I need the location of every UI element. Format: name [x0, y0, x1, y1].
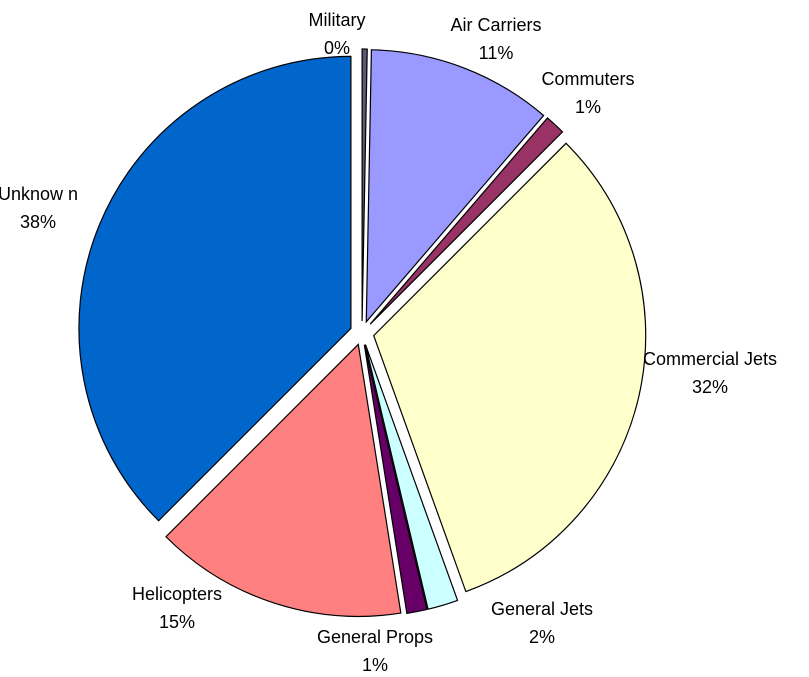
pie-slice-commuters — [369, 117, 564, 325]
slice-percent-label: 1% — [575, 97, 601, 117]
slice-category-label: General Props — [317, 627, 433, 647]
slice-label-air-carriers: Air Carriers 11% — [450, 15, 541, 63]
pie-slice-unknow-n — [78, 55, 352, 522]
pie-slice-military — [361, 48, 368, 322]
pie-slice-helicopters — [165, 343, 402, 618]
slice-percent-label: 15% — [159, 612, 195, 632]
slice-percent-label: 0% — [324, 38, 350, 58]
slice-label-unknow-n: Unknow n 38% — [0, 184, 78, 232]
slice-percent-label: 32% — [692, 377, 728, 397]
pie-slice-air-carriers — [365, 49, 545, 324]
pie-slice-general-props — [363, 344, 428, 615]
slice-category-label: Military — [309, 10, 366, 30]
slice-percent-label: 38% — [20, 212, 56, 232]
pie-slice-general-jets — [364, 344, 459, 610]
slice-category-label: Unknow n — [0, 184, 78, 204]
pie-labels: Military 0%Air Carriers 11%Commuters 1%Comm… — [0, 10, 777, 675]
slice-category-label: Commercial Jets — [643, 349, 777, 369]
slice-category-label: Commuters — [541, 69, 634, 89]
slice-label-commercial-jets: Commercial Jets 32% — [643, 349, 777, 397]
slice-percent-label: 1% — [362, 655, 388, 675]
slice-percent-label: 2% — [529, 627, 555, 647]
slice-category-label: Air Carriers — [450, 15, 541, 35]
pie-slices — [78, 48, 647, 618]
slice-category-label: General Jets — [491, 599, 593, 619]
slice-label-helicopters: Helicopters 15% — [132, 584, 222, 632]
slice-label-commuters: Commuters 1% — [541, 69, 634, 117]
slice-label-military: Military 0% — [309, 10, 366, 58]
pie-slice-commercial-jets — [373, 142, 647, 593]
slice-percent-label: 11% — [479, 43, 514, 63]
slice-label-general-props: General Props 1% — [317, 627, 433, 675]
slice-label-general-jets: General Jets 2% — [491, 599, 593, 647]
slice-category-label: Helicopters — [132, 584, 222, 604]
